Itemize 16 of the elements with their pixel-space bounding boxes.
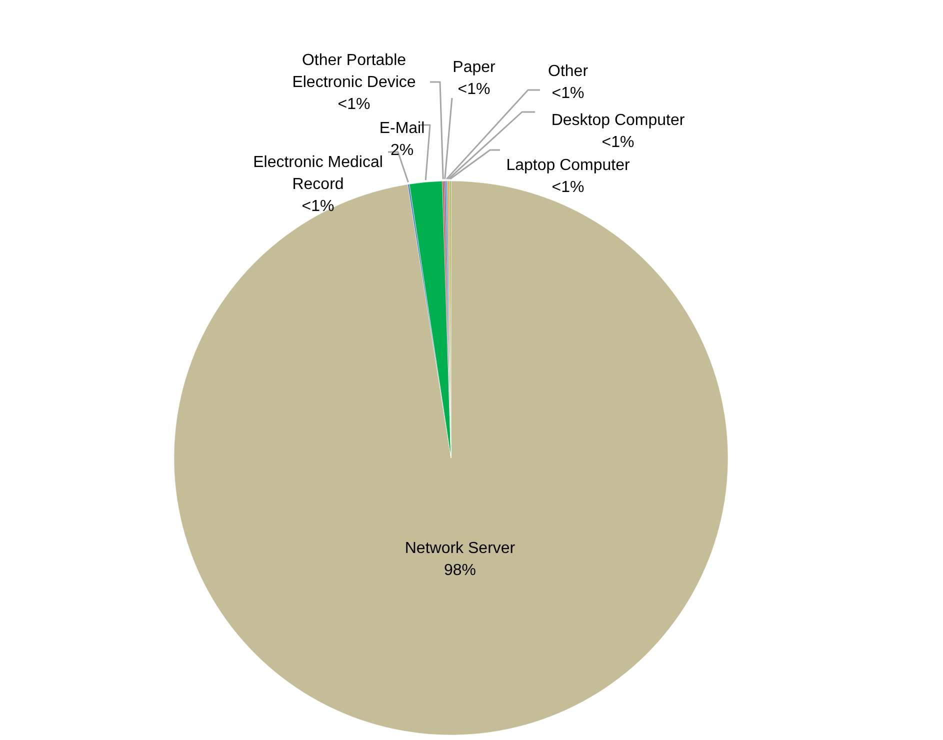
slice-label: Laptop Computer (506, 157, 630, 174)
slice-label: Network Server (404, 540, 516, 557)
data-label: <1% (338, 96, 370, 113)
data-label: 2% (390, 142, 414, 159)
slice-label: Other (548, 63, 589, 80)
slice-label: E-Mail (379, 120, 425, 137)
slice-label: Other Portable Electronic Device (292, 52, 416, 91)
data-label: <1% (302, 198, 334, 215)
data-label: 98% (444, 562, 476, 579)
data-label: <1% (602, 134, 634, 151)
slice-label: Paper (452, 59, 496, 76)
data-label: <1% (458, 81, 490, 98)
slice-label: Electronic Medical Record (253, 154, 383, 193)
slice-label: Desktop Computer (551, 112, 686, 129)
data-label: <1% (552, 179, 584, 196)
data-label: <1% (552, 85, 584, 102)
